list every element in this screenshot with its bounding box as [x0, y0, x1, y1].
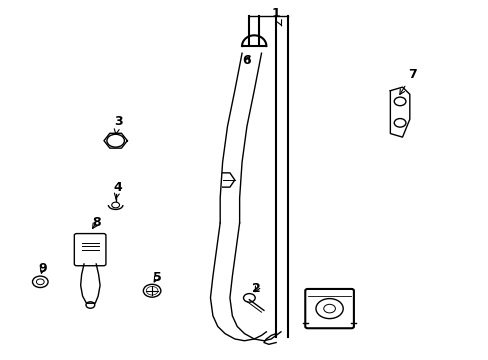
Text: 2: 2 — [252, 283, 261, 296]
Text: 1: 1 — [271, 8, 281, 26]
Text: 8: 8 — [92, 216, 101, 229]
Text: 9: 9 — [39, 262, 47, 275]
Text: 5: 5 — [152, 271, 161, 284]
Text: 3: 3 — [114, 114, 122, 134]
Text: 4: 4 — [114, 181, 122, 199]
Text: 7: 7 — [399, 68, 416, 94]
Text: 6: 6 — [242, 54, 251, 67]
